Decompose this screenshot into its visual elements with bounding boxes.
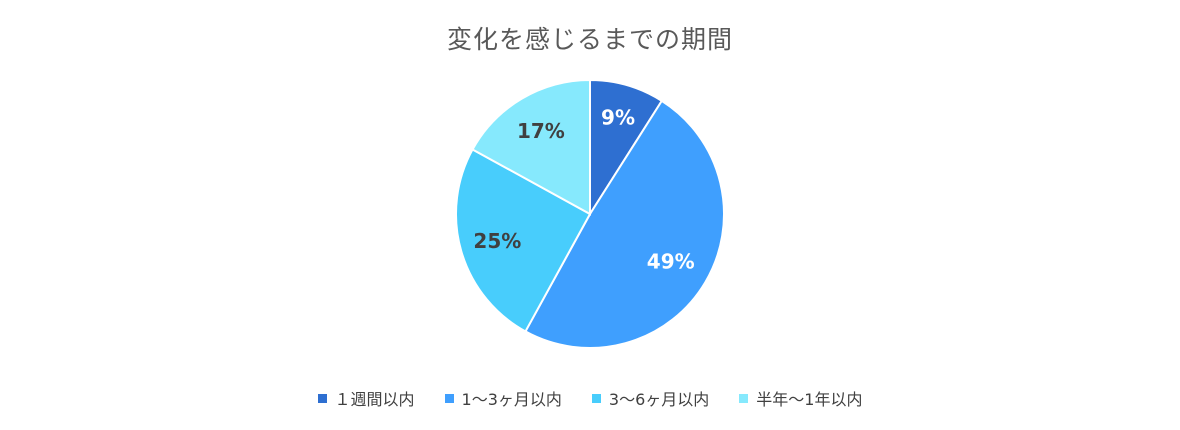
legend-swatch: [444, 393, 454, 403]
legend-item-3: 半年〜1年以内: [739, 386, 862, 410]
pie-slice-1: [524, 99, 726, 349]
pie-data-label-2: 25%: [473, 229, 521, 253]
legend-item-0: １週間以内: [317, 386, 415, 410]
legend-label: １週間以内: [334, 390, 415, 409]
legend-item-2: 3〜6ヶ月以内: [591, 386, 710, 410]
legend-label: 1〜3ヶ月以内: [461, 390, 562, 409]
pie-data-label-0: 9%: [601, 105, 635, 129]
legend-swatch: [739, 393, 749, 403]
legend-item-1: 1〜3ヶ月以内: [444, 386, 562, 410]
legend-swatch: [591, 393, 601, 403]
pie-slice-3: [471, 78, 591, 216]
legend-swatch: [317, 393, 327, 403]
pie-data-label-1: 49%: [647, 250, 695, 274]
pie-data-label-3: 17%: [517, 119, 565, 143]
pie-slice-2: [455, 148, 592, 333]
legend-label: 3〜6ヶ月以内: [608, 390, 710, 409]
legend-label: 半年〜1年以内: [756, 390, 863, 409]
chart-legend: １週間以内 1〜3ヶ月以内 3〜6ヶ月以内 半年〜1年以内: [0, 386, 1180, 410]
chart-title: 変化を感じるまでの期間: [446, 25, 733, 54]
